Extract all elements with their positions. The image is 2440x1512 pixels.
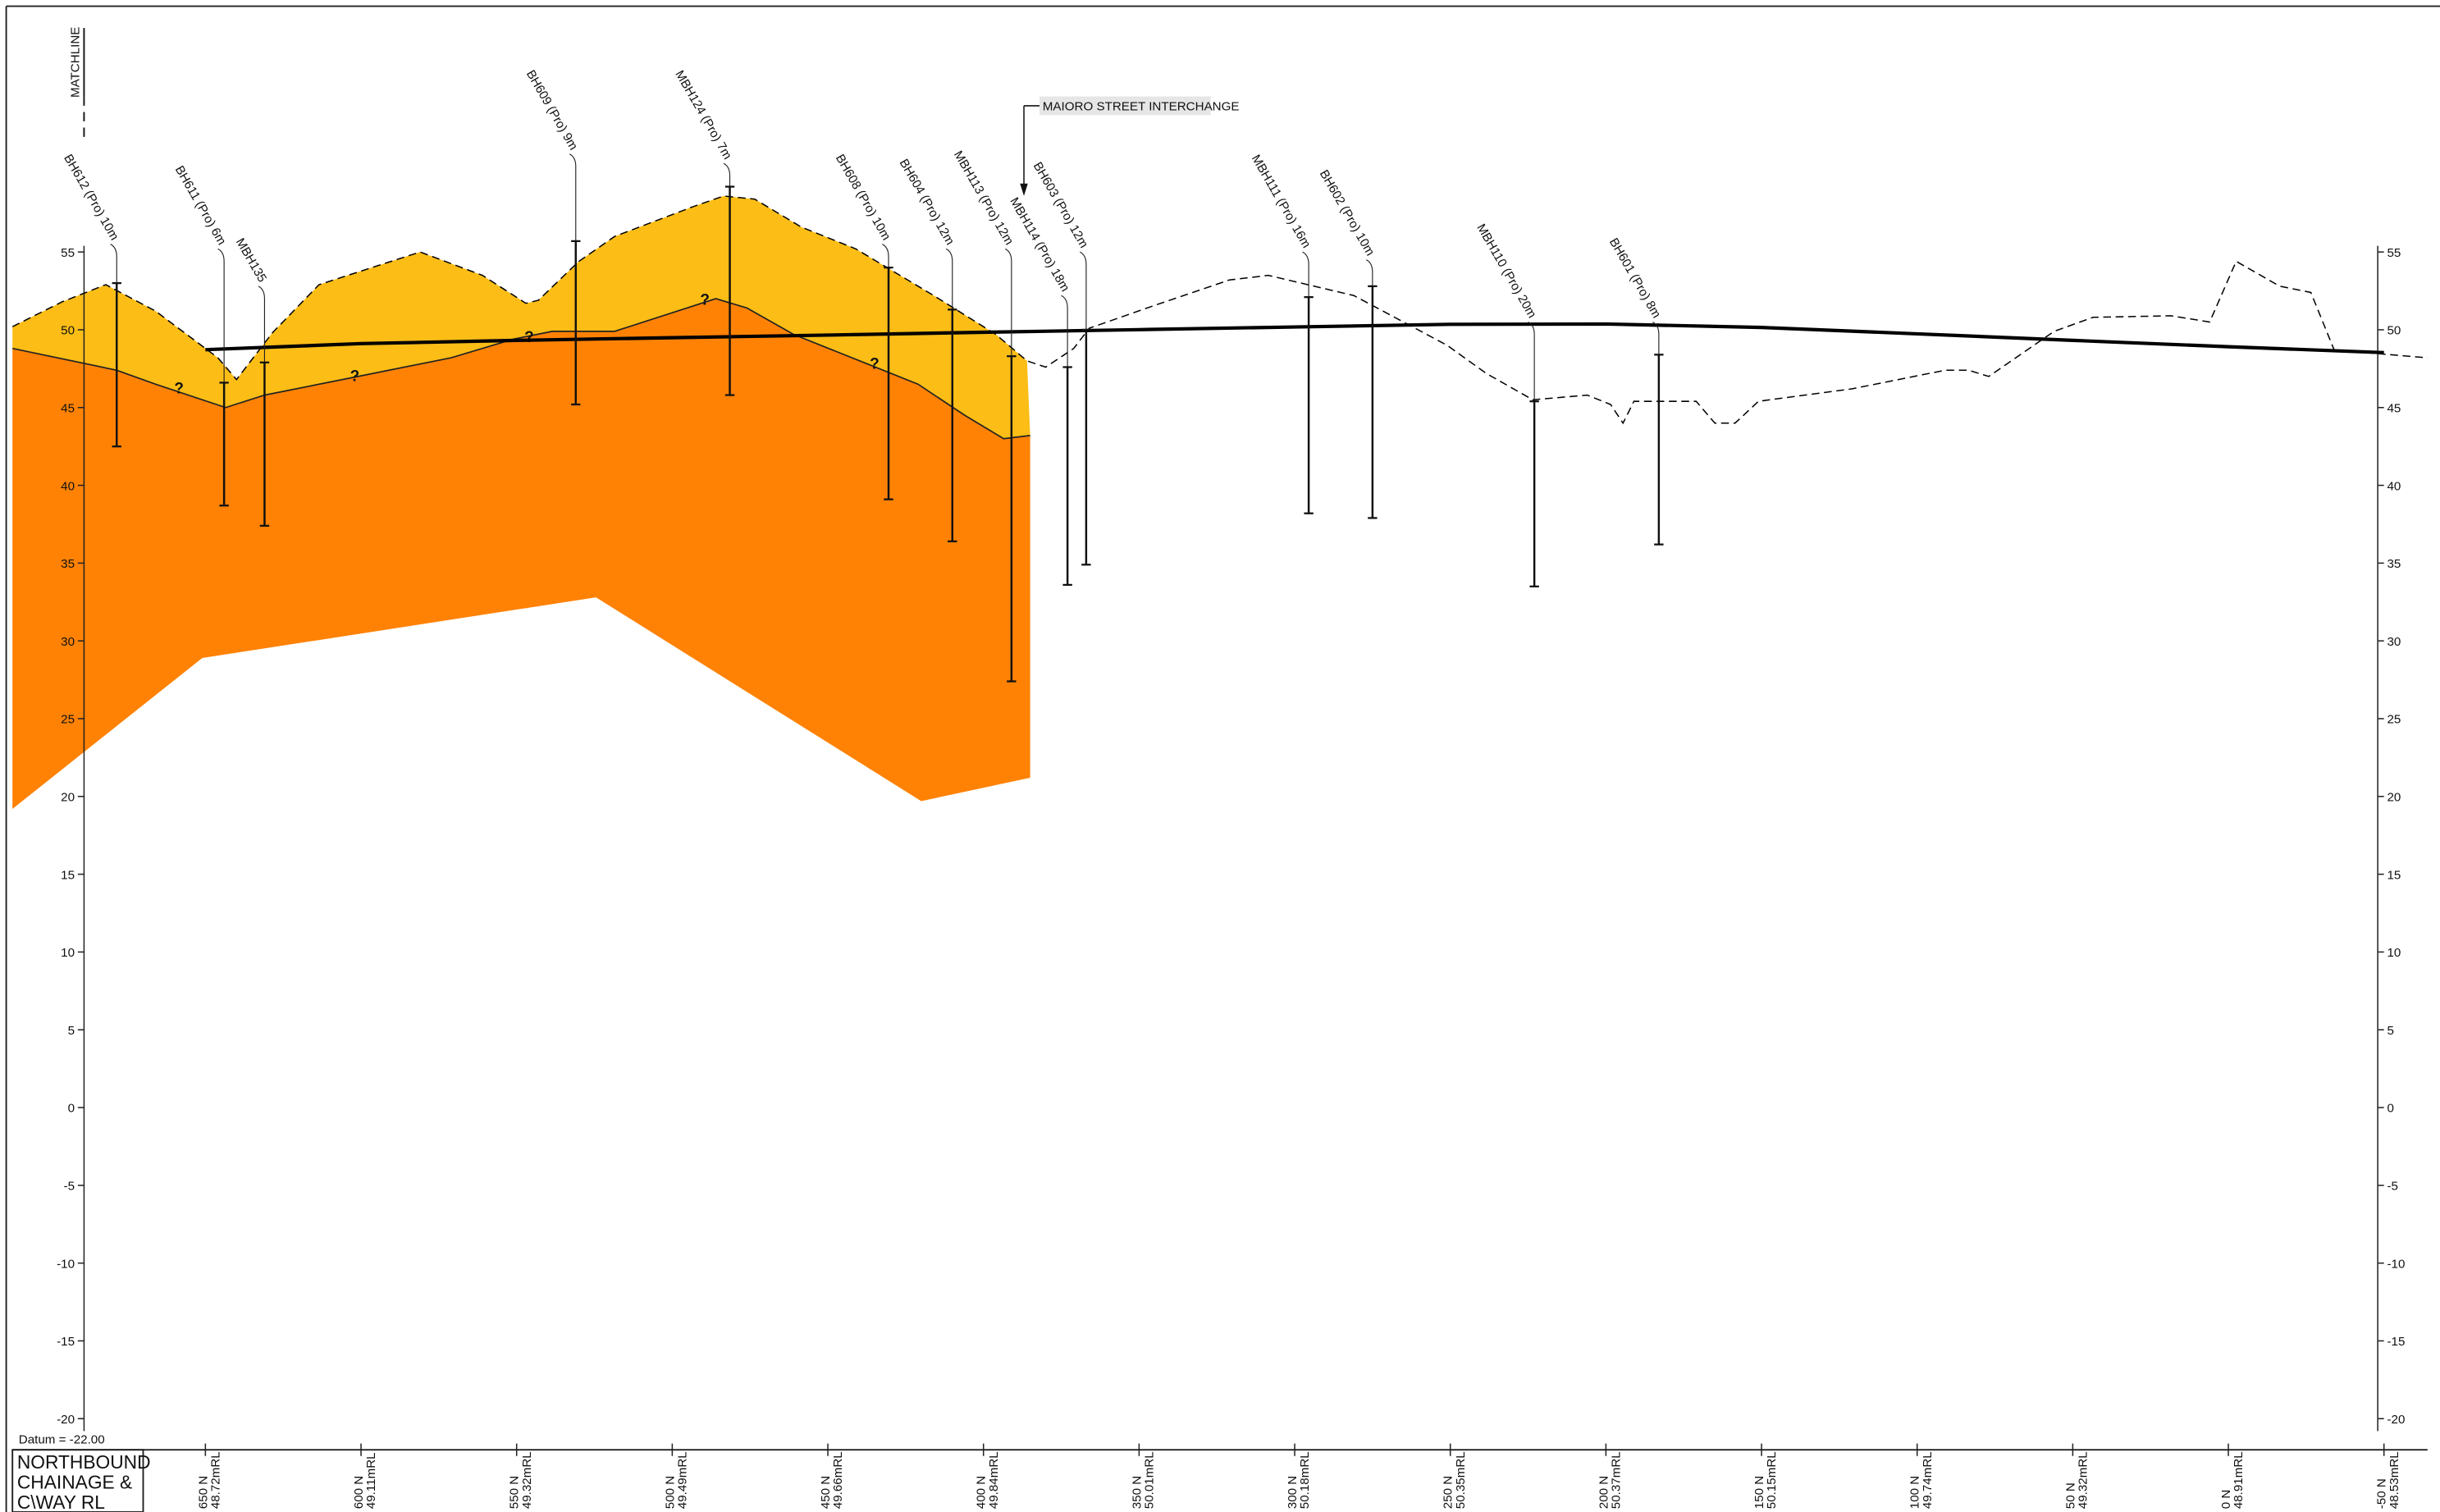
axis-label: C\WAY RL	[17, 1491, 105, 1512]
rl-label: 48.91mRL	[2232, 1451, 2246, 1509]
borehole-leader	[110, 244, 117, 284]
y-tick-label: 15	[61, 868, 75, 882]
y-tick-label: 35	[61, 557, 75, 571]
x-tick-label: 100 N	[1908, 1476, 1922, 1509]
y-tick-label: -20	[57, 1413, 75, 1427]
y-tick-label: 20	[2387, 790, 2401, 804]
x-tick-label: 600 N	[352, 1476, 366, 1509]
borehole-leader	[258, 285, 266, 363]
borehole-leader	[217, 248, 225, 383]
road-profile	[205, 322, 2384, 354]
y-tick-label: 25	[61, 713, 75, 727]
borehole-leader	[1061, 295, 1068, 368]
y-tick-label: 10	[61, 946, 75, 960]
borehole-leader	[1080, 251, 1087, 330]
rl-label: 50.15mRL	[1765, 1451, 1779, 1509]
query-mark: ?	[174, 381, 184, 398]
upper-layer	[12, 195, 1030, 439]
rl-label: 48.72mRL	[208, 1451, 222, 1509]
y-tick-label: 5	[2387, 1024, 2394, 1038]
layers	[12, 195, 1030, 809]
callout-text: MAIORO STREET INTERCHANGE	[1043, 100, 1240, 114]
x-tick-label: 150 N	[1752, 1476, 1766, 1509]
y-tick-label: 25	[2387, 713, 2401, 727]
x-tick-label: 400 N	[975, 1476, 989, 1509]
callout-arrow	[1020, 183, 1028, 196]
y-tick-label: 5	[68, 1024, 75, 1038]
y-tick-label: 50	[2387, 324, 2401, 338]
lower-layer	[12, 299, 1030, 809]
x-tick-label: 500 N	[663, 1476, 677, 1509]
query-mark: ?	[524, 329, 534, 346]
y-tick-label: 35	[2387, 557, 2401, 571]
y-tick-label: 20	[61, 790, 75, 804]
matchline-label: MATCHLINE	[69, 27, 83, 98]
x-tick-label: 0 N	[2219, 1490, 2233, 1510]
y-tick-label: -5	[64, 1180, 75, 1194]
borehole-leader	[1652, 321, 1660, 355]
rl-label: 49.66mRL	[831, 1451, 845, 1509]
x-tick-label: 450 N	[819, 1476, 833, 1509]
x-tick-label: 550 N	[508, 1476, 522, 1509]
y-tick-label: 45	[61, 401, 75, 415]
layer-boundary	[11, 298, 1030, 440]
x-tick-label: 350 N	[1130, 1476, 1144, 1509]
y-tick-label: 0	[68, 1102, 75, 1116]
rl-label: 49.84mRL	[987, 1451, 1001, 1509]
x-tick-label: 200 N	[1597, 1476, 1611, 1509]
borehole-leader	[1366, 259, 1373, 286]
axis-label: CHAINAGE &	[17, 1472, 132, 1493]
borehole-leader	[723, 162, 731, 187]
y-tick-label: 55	[61, 246, 75, 260]
borehole-leader	[882, 244, 889, 268]
borehole-leader	[945, 248, 953, 310]
axis-label: NORTHBOUND	[17, 1451, 151, 1473]
title-block	[11, 1449, 144, 1512]
y-tick-label: -5	[2387, 1180, 2398, 1194]
y-tick-label: 45	[2387, 401, 2401, 415]
rl-label: 50.35mRL	[1454, 1451, 1468, 1509]
rl-label: 49.11mRL	[364, 1452, 378, 1509]
callout-box	[1039, 96, 1211, 116]
borehole-leader	[1302, 251, 1309, 298]
borehole-leader	[1528, 321, 1535, 402]
y-tick-label: -10	[2387, 1257, 2406, 1271]
rl-label: 49.32mRL	[2076, 1451, 2090, 1509]
x-tick-label: 50 N	[2063, 1482, 2077, 1509]
rl-label: 49.49mRL	[675, 1451, 689, 1509]
rl-label: 49.74mRL	[1921, 1451, 1935, 1509]
rl-label: 50.18mRL	[1298, 1451, 1312, 1509]
y-tick-label: 30	[61, 635, 75, 649]
x-tick-label: -50 N	[2375, 1478, 2389, 1509]
x-tick-label: 300 N	[1286, 1476, 1300, 1509]
y-tick-label: 55	[2387, 246, 2401, 260]
query-mark: ?	[700, 292, 710, 309]
y-tick-label: -15	[2387, 1335, 2406, 1349]
borehole-leader	[569, 153, 577, 241]
y-tick-label: -15	[57, 1335, 75, 1349]
y-tick-label: -10	[57, 1257, 75, 1271]
rl-label: 49.32mRL	[520, 1451, 534, 1509]
borehole-leader	[1004, 248, 1012, 357]
y-tick-label: 40	[2387, 479, 2401, 493]
ground-profile	[11, 195, 2428, 425]
rl-label: 50.01mRL	[1142, 1451, 1156, 1509]
query-mark: ?	[870, 355, 880, 372]
datum-label: Datum = -22.00	[19, 1433, 105, 1447]
query-mark: ?	[350, 368, 360, 386]
rl-label: 48.53mRL	[2387, 1451, 2401, 1509]
y-tick-label: 15	[2387, 868, 2401, 882]
x-tick-label: 650 N	[196, 1476, 210, 1509]
y-tick-label: 50	[61, 324, 75, 338]
x-tick-label: 250 N	[1442, 1476, 1455, 1509]
y-tick-label: 10	[2387, 946, 2401, 960]
y-tick-label: 30	[2387, 635, 2401, 649]
y-tick-label: 40	[61, 479, 75, 493]
y-tick-label: -20	[2387, 1413, 2406, 1427]
rl-label: 50.37mRL	[1609, 1451, 1623, 1509]
y-tick-label: 0	[2387, 1102, 2394, 1116]
